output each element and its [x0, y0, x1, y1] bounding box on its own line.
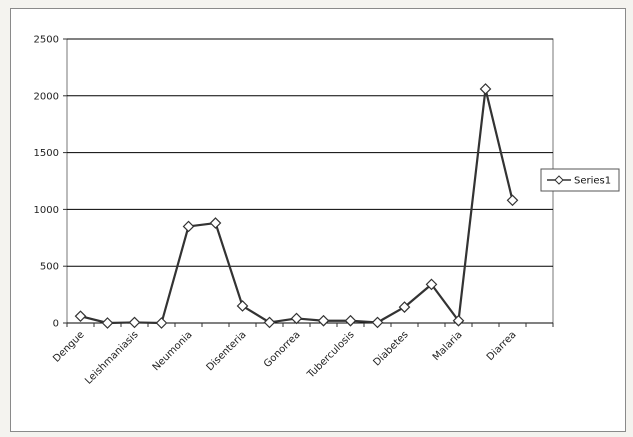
- legend-label: Series1: [574, 176, 611, 187]
- chart-frame: 0 500 1000 1500 2000 2500 Dengue Leishmaniasis N…: [10, 8, 626, 432]
- data-point: [398, 301, 411, 313]
- y-tick-label: 500: [40, 262, 59, 273]
- legend-marker: [554, 175, 564, 185]
- x-tick-label: Tuberculosis: [305, 329, 357, 381]
- legend: Series1: [540, 168, 620, 192]
- data-point: [344, 314, 357, 327]
- y-tick-label: 2000: [34, 91, 59, 102]
- data-point: [371, 316, 384, 329]
- x-tick-label: Disenteria: [205, 329, 249, 373]
- y-tick-label: 0: [53, 319, 59, 330]
- x-tick-label: Diarrea: [485, 329, 519, 363]
- data-point: [263, 316, 276, 329]
- data-point: [236, 300, 249, 312]
- y-tick-label: 2500: [34, 35, 59, 46]
- y-tick-label: 1000: [34, 205, 59, 216]
- x-tick-label: Gonorrea: [262, 329, 303, 370]
- x-tick-label: Neumonia: [151, 329, 195, 373]
- data-point: [155, 317, 168, 329]
- data-point: [209, 217, 222, 229]
- data-point: [425, 278, 438, 291]
- x-tick-label: Diabetes: [371, 329, 410, 368]
- x-tick-label: Leishmaniasis: [83, 329, 140, 386]
- data-point: [128, 316, 141, 329]
- data-point: [290, 312, 303, 325]
- data-point: [479, 83, 492, 95]
- data-point: [506, 194, 519, 207]
- data-point: [317, 314, 330, 327]
- x-tick-label: Malaria: [431, 329, 465, 363]
- data-point: [452, 314, 465, 327]
- legend-box: [540, 168, 620, 192]
- x-tick-label: Dengue: [51, 329, 86, 364]
- y-tick-label: 1500: [34, 148, 59, 159]
- plot-area: [66, 38, 554, 324]
- data-point: [74, 310, 87, 323]
- data-point: [182, 220, 195, 233]
- data-point: [101, 317, 114, 329]
